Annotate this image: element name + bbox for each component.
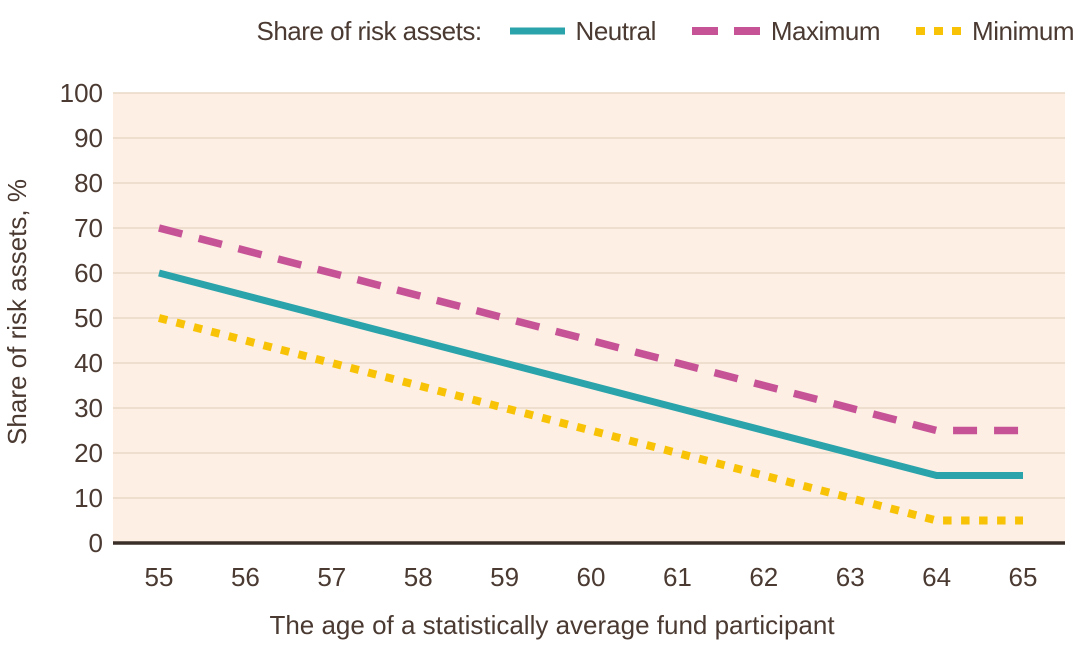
dashed-line-swatch-icon xyxy=(691,26,760,36)
legend-item-neutral: Neutral xyxy=(509,15,657,47)
solid-line-swatch-icon xyxy=(509,26,565,36)
x-tick-label: 63 xyxy=(836,562,865,592)
dotted-line-swatch-icon xyxy=(916,26,962,36)
x-tick-label: 61 xyxy=(663,562,692,592)
x-tick-label: 65 xyxy=(1009,562,1038,592)
series-line-maximum xyxy=(158,224,1023,435)
series-line-minimum xyxy=(157,314,1023,525)
series-line-neutral xyxy=(158,269,1023,479)
x-tick-label: 62 xyxy=(749,562,778,592)
x-tick-label: 58 xyxy=(404,562,433,592)
y-tick-label: 70 xyxy=(74,213,103,243)
x-tick-label: 64 xyxy=(922,562,951,592)
x-tick-label: 60 xyxy=(577,562,606,592)
y-tick-label: 40 xyxy=(74,348,103,378)
chart-legend: Share of risk assets: Neutral Maximum Mini… xyxy=(0,12,1075,50)
y-tick-label: 80 xyxy=(74,168,103,198)
legend-items: Neutral Maximum Minimum xyxy=(509,15,1074,47)
y-tick-label: 100 xyxy=(60,78,103,108)
y-tick-label: 30 xyxy=(74,393,103,423)
legend-label: Maximum xyxy=(770,15,881,46)
x-axis-title: The age of a statistically average fund … xyxy=(269,610,835,640)
x-tick-label: 57 xyxy=(317,562,346,592)
legend-label: Neutral xyxy=(575,15,657,46)
y-tick-label: 90 xyxy=(74,123,103,153)
legend-item-minimum: Minimum xyxy=(916,16,1074,47)
y-tick-label: 10 xyxy=(74,483,103,513)
y-tick-label: 20 xyxy=(74,438,103,468)
y-tick-label: 60 xyxy=(74,258,103,288)
y-tick-label: 0 xyxy=(89,528,103,558)
y-tick-label: 50 xyxy=(74,303,103,333)
x-tick-label: 56 xyxy=(231,562,260,592)
x-tick-label: 55 xyxy=(145,562,174,592)
x-tick-label: 59 xyxy=(490,562,519,592)
legend-title: Share of risk assets: xyxy=(256,15,483,46)
legend-item-maximum: Maximum xyxy=(691,15,881,47)
y-axis-title: Share of risk assets, % xyxy=(2,179,32,445)
legend-label: Minimum xyxy=(972,15,1074,46)
